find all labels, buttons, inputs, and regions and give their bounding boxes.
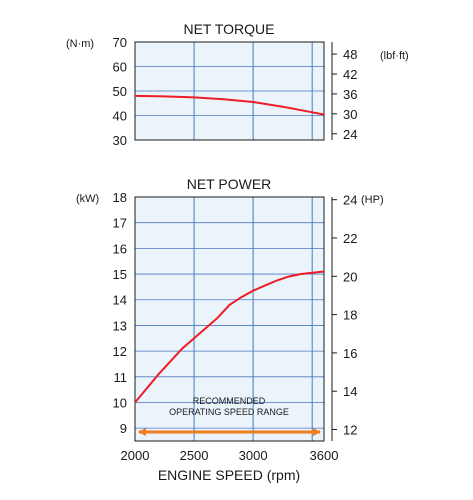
power-panel: NET POWER (kW) (HP) 9101112131415161718 … — [76, 176, 384, 483]
power-left-tick-label: 17 — [113, 216, 127, 231]
x-tick-label: 3600 — [310, 448, 339, 463]
power-left-tick-label: 16 — [113, 241, 127, 256]
power-left-tick-label: 9 — [120, 421, 127, 436]
power-curve — [134, 270, 325, 404]
power-right-tick-label: 18 — [343, 308, 357, 323]
power-right-tick-label: 16 — [343, 346, 357, 361]
power-title: NET POWER — [187, 176, 272, 192]
power-right-tick-label: 12 — [343, 423, 357, 438]
power-plot-background — [135, 197, 324, 441]
torque-left-tick-label: 60 — [113, 60, 127, 75]
torque-title: NET TORQUE — [183, 21, 274, 37]
torque-panel: NET TORQUE (N·m) (lbf·ft) 30 40 50 60 70 24 3… — [66, 21, 409, 148]
power-right-axis: 12 14 16 18 20 22 24 — [331, 193, 357, 441]
torque-left-tick-label: 40 — [113, 109, 127, 124]
torque-right-unit: (lbf·ft) — [380, 50, 409, 62]
power-left-axis: 9 10 11 12 13 14 15 16 17 18 — [113, 190, 127, 436]
torque-right-tick-label: 30 — [343, 107, 357, 122]
power-left-tick-label: 10 — [113, 395, 127, 410]
torque-right-tick-label: 42 — [343, 67, 357, 82]
torque-right-tick-label: 48 — [343, 47, 357, 62]
x-axis-title: ENGINE SPEED (rpm) — [158, 467, 300, 483]
torque-right-axis: 24 30 36 42 48 — [331, 42, 357, 142]
torque-left-tick-label: 30 — [113, 133, 127, 148]
power-right-tick-label: 24 — [343, 193, 357, 208]
power-left-tick-label: 18 — [113, 190, 127, 205]
x-tick-label: 3000 — [239, 448, 268, 463]
operating-range-label-line2: OPERATING SPEED RANGE — [169, 407, 289, 417]
power-right-tick-label: 14 — [343, 384, 357, 399]
power-right-unit: (HP) — [361, 194, 384, 206]
power-left-tick-label: 13 — [113, 318, 127, 333]
torque-plot-frame — [134, 41, 325, 141]
power-left-tick-label: 11 — [114, 370, 128, 385]
power-left-tick-label: 15 — [113, 267, 127, 282]
torque-right-tick-label: 36 — [343, 87, 357, 102]
power-right-tick-label: 20 — [343, 269, 357, 284]
power-right-tick-label: 22 — [343, 231, 357, 246]
x-axis-ticks: 2000 2500 3000 3600 — [121, 448, 339, 463]
operating-range-label-line1: RECOMMENDED — [193, 396, 266, 406]
torque-right-tick-label: 24 — [343, 127, 357, 142]
power-plot-frame — [134, 196, 325, 442]
torque-left-tick-label: 50 — [113, 84, 127, 99]
x-tick-label: 2000 — [121, 448, 150, 463]
torque-curve — [134, 94, 325, 116]
torque-left-unit: (N·m) — [66, 38, 94, 50]
power-left-unit: (kW) — [76, 193, 99, 205]
power-left-tick-label: 12 — [113, 344, 127, 359]
power-left-tick-label: 14 — [113, 293, 127, 308]
x-tick-label: 2500 — [180, 448, 209, 463]
torque-left-axis: 30 40 50 60 70 — [113, 35, 127, 148]
torque-left-tick-label: 70 — [113, 35, 127, 50]
